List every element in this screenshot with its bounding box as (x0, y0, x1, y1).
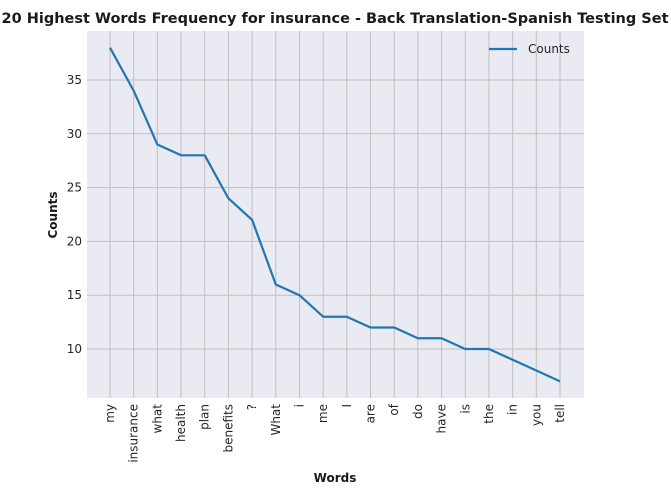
x-tick-label: health (174, 404, 188, 442)
x-tick-label: do (411, 404, 425, 419)
y-tick-label: 25 (67, 181, 82, 195)
x-tick-label: is (458, 404, 472, 414)
x-axis-ticks: my insurance what health plan benefits? What i m… (103, 403, 567, 462)
x-tick-label: what (150, 404, 164, 434)
x-tick-label: ? (245, 404, 259, 410)
x-tick-label: tell (553, 404, 567, 423)
x-tick-label: i (292, 404, 306, 407)
x-tick-label: in (506, 404, 520, 415)
x-tick-label: benefits (221, 404, 235, 453)
grid-lines (87, 31, 584, 398)
x-tick-label: What (269, 404, 283, 436)
y-tick-label: 10 (67, 342, 82, 356)
y-axis-ticks: 10 15 20 25 30 35 (67, 73, 82, 356)
chart-title: 20 Highest Words Frequency for insurance… (1, 11, 668, 27)
series-line-counts (109, 47, 561, 383)
x-tick-label: I (340, 404, 354, 408)
x-tick-label: the (482, 404, 496, 424)
legend-label-counts: Counts (528, 42, 570, 56)
legend: Counts (489, 42, 570, 56)
y-tick-label: 15 (67, 288, 82, 302)
y-tick-label: 35 (67, 73, 82, 87)
y-tick-label: 30 (67, 127, 82, 141)
x-tick-label: me (316, 404, 330, 423)
x-axis-label: Words (314, 471, 357, 485)
x-tick-label: of (387, 403, 401, 415)
plot-area (87, 31, 584, 398)
x-tick-label: have (435, 404, 449, 433)
x-tick-label: are (364, 404, 378, 423)
x-tick-label: plan (198, 404, 212, 430)
y-axis-label: Counts (46, 191, 60, 238)
x-tick-label: my (103, 404, 117, 423)
x-tick-label: you (529, 404, 543, 426)
y-tick-label: 20 (67, 234, 82, 248)
x-tick-label: insurance (127, 404, 141, 463)
